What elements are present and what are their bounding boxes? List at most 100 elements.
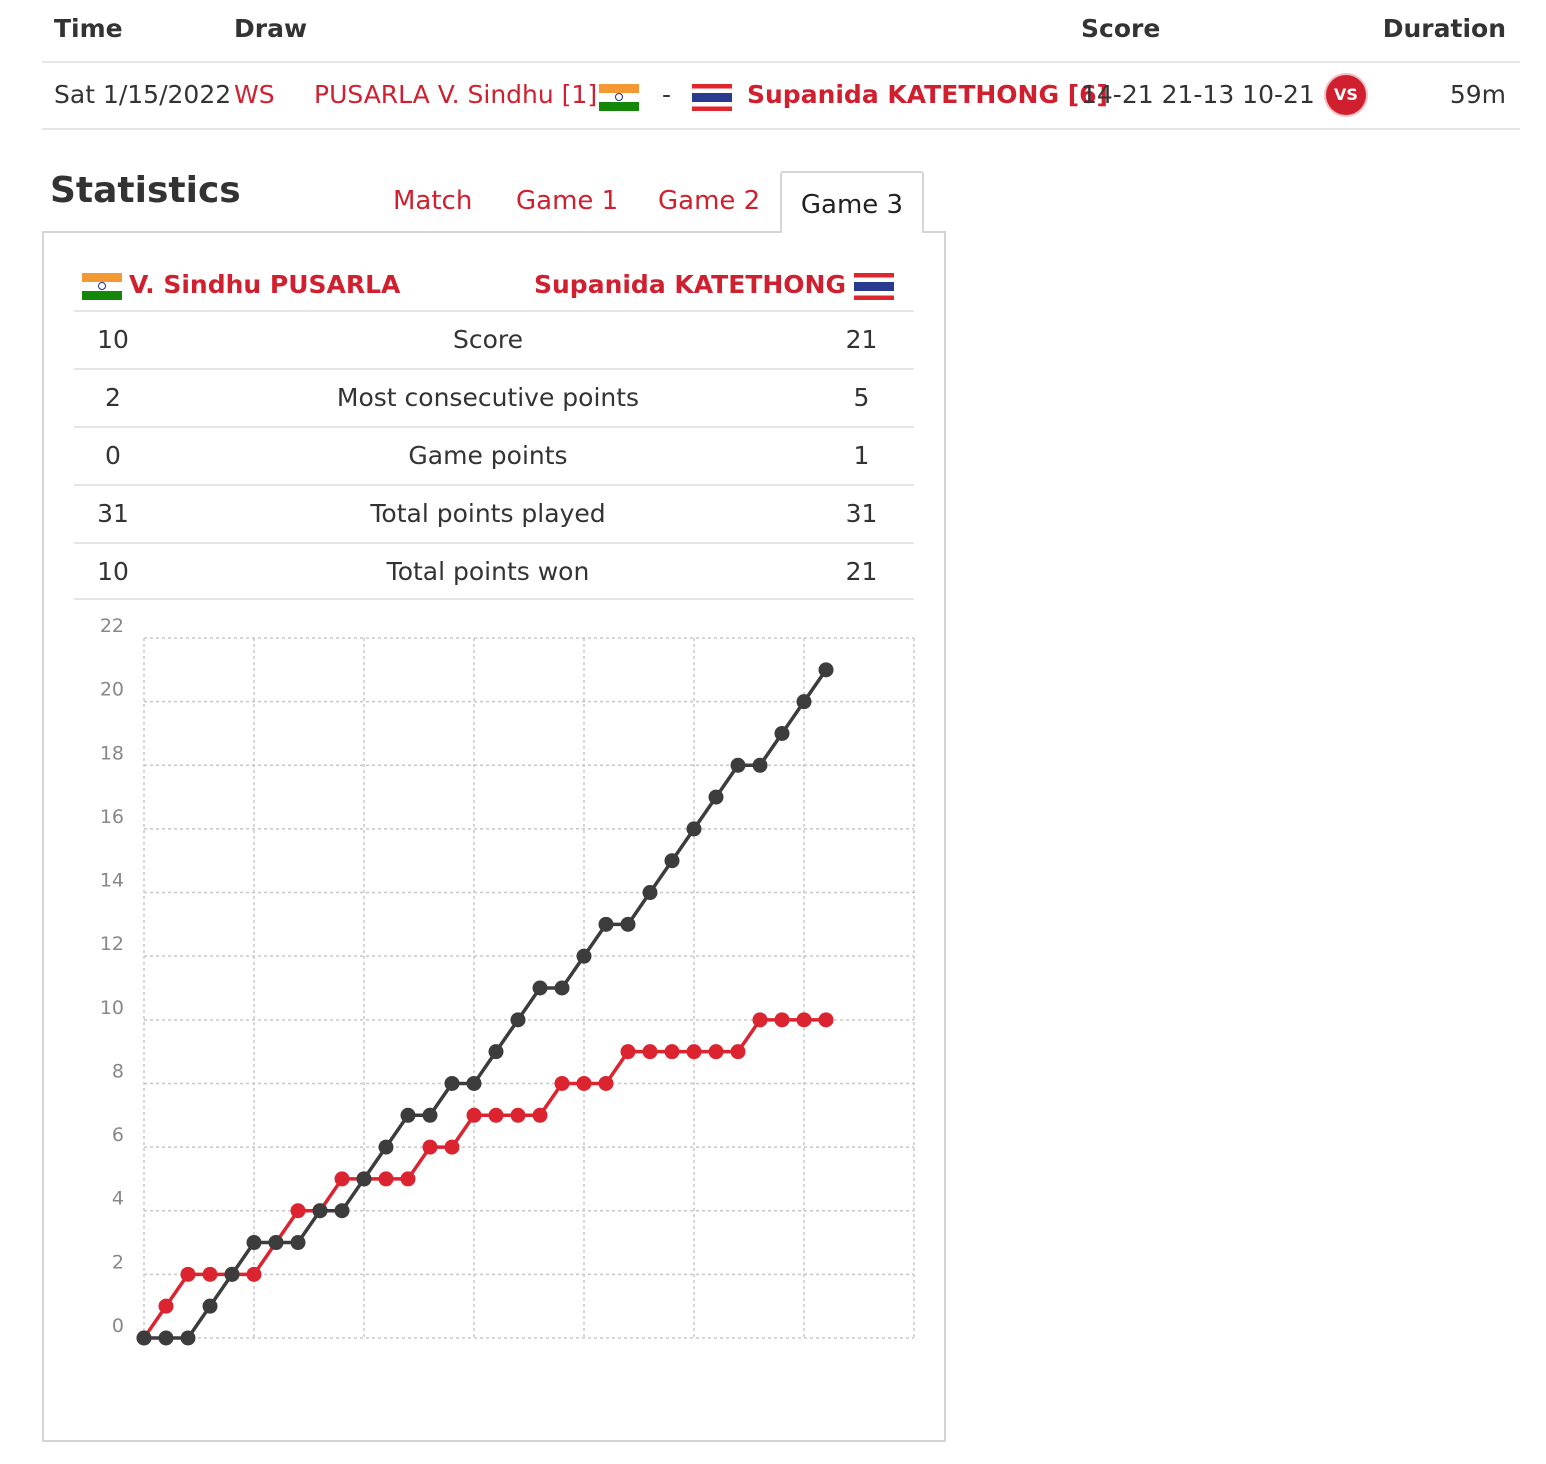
data-point [180, 1266, 196, 1282]
y-tick-label: 18 [100, 742, 124, 764]
data-point [136, 1330, 152, 1346]
match-duration: 59m [1449, 80, 1506, 109]
data-point [576, 948, 592, 964]
match-score: 14-21 21-13 10-21 [1081, 80, 1315, 109]
data-point [576, 1075, 592, 1091]
data-point [158, 1298, 174, 1314]
y-tick-label: 20 [100, 679, 124, 701]
tab-game-2[interactable]: Game 2 [658, 186, 761, 216]
stat-left-value: 10 [97, 325, 129, 354]
data-point [466, 1107, 482, 1123]
data-point [444, 1075, 460, 1091]
players-separator: - [662, 80, 672, 109]
stat-left-value: 0 [105, 441, 121, 470]
vs-icon[interactable]: VS [1326, 75, 1366, 115]
data-point [686, 821, 702, 837]
data-point [378, 1139, 394, 1155]
stat-right-value: 1 [853, 441, 870, 470]
thailand-flag-icon [854, 273, 894, 300]
y-tick-label: 16 [100, 806, 124, 828]
tab-match[interactable]: Match [393, 186, 473, 216]
data-point [400, 1171, 416, 1187]
data-point [774, 725, 790, 741]
data-point [642, 885, 658, 901]
data-point [422, 1139, 438, 1155]
data-point [246, 1235, 262, 1251]
stat-right-value: 5 [853, 383, 870, 412]
data-point [752, 757, 768, 773]
player1-link[interactable]: PUSARLA V. Sindhu [1] [314, 80, 598, 109]
y-tick-label: 22 [100, 615, 124, 637]
data-point [268, 1235, 284, 1251]
data-point [532, 980, 548, 996]
stat-label: Most consecutive points [336, 383, 640, 412]
series-line-1 [144, 668, 828, 1340]
data-point [818, 662, 834, 678]
column-header-draw: Draw [234, 14, 308, 43]
stats-player-left[interactable]: V. Sindhu PUSARLA [129, 270, 401, 299]
y-tick-label: 12 [100, 933, 124, 955]
data-point [202, 1266, 218, 1282]
data-point [158, 1330, 174, 1346]
stat-label: Total points played [370, 499, 606, 528]
data-point [554, 1075, 570, 1091]
data-point [730, 1044, 746, 1060]
data-point [334, 1171, 350, 1187]
stat-label: Game points [408, 441, 568, 470]
india-flag-icon [82, 273, 122, 300]
stat-row-score: 10 Score 21 [74, 310, 914, 370]
match-date: Sat 1/15/2022 [54, 80, 232, 109]
data-point [290, 1235, 306, 1251]
data-point [444, 1139, 460, 1155]
india-flag-icon [599, 84, 639, 111]
data-point [224, 1266, 240, 1282]
data-point [246, 1266, 262, 1282]
stat-left-value: 2 [105, 383, 121, 412]
stat-label: Total points won [386, 557, 590, 586]
data-point [686, 1044, 702, 1060]
stat-row-points-played: 31 Total points played 31 [74, 484, 914, 544]
data-point [708, 1044, 724, 1060]
header-divider [42, 61, 1520, 63]
column-header-duration: Duration [1382, 14, 1506, 43]
stat-label: Score [452, 325, 524, 354]
column-header-time: Time [54, 14, 123, 43]
y-tick-label: 8 [112, 1060, 124, 1082]
match-draw-link[interactable]: WS [234, 80, 275, 109]
data-point [202, 1298, 218, 1314]
data-point [664, 853, 680, 869]
data-point [730, 757, 746, 773]
data-point [642, 1044, 658, 1060]
data-point [598, 1075, 614, 1091]
data-point [488, 1044, 504, 1060]
y-tick-label: 2 [112, 1251, 124, 1273]
data-point [510, 1107, 526, 1123]
data-point [620, 1044, 636, 1060]
stat-row-consecutive: 2 Most consecutive points 5 [74, 368, 914, 428]
player2-link[interactable]: Supanida KATETHONG [6] [747, 80, 1108, 109]
y-tick-label: 0 [112, 1315, 124, 1337]
data-point [708, 789, 724, 805]
data-point [620, 916, 636, 932]
data-point [598, 916, 614, 932]
data-point [488, 1107, 504, 1123]
stats-player-right[interactable]: Supanida KATETHONG [534, 270, 846, 299]
tab-game-1[interactable]: Game 1 [516, 186, 619, 216]
data-point [818, 1012, 834, 1028]
stat-right-value: 21 [845, 325, 878, 354]
y-tick-label: 4 [112, 1188, 124, 1210]
y-tick-label: 14 [100, 870, 124, 892]
stat-left-value: 10 [97, 557, 129, 586]
y-tick-label: 10 [100, 997, 124, 1019]
data-point [378, 1171, 394, 1187]
tab-game-3[interactable]: Game 3 [780, 171, 924, 233]
data-point [532, 1107, 548, 1123]
thailand-flag-icon [692, 84, 732, 111]
data-point [664, 1044, 680, 1060]
y-tick-label: 6 [112, 1124, 124, 1146]
stat-right-value: 21 [845, 557, 878, 586]
statistics-panel [42, 231, 946, 1442]
data-point [796, 1012, 812, 1028]
stat-right-value: 31 [845, 499, 878, 528]
stats-table-bottom-divider [74, 598, 914, 600]
